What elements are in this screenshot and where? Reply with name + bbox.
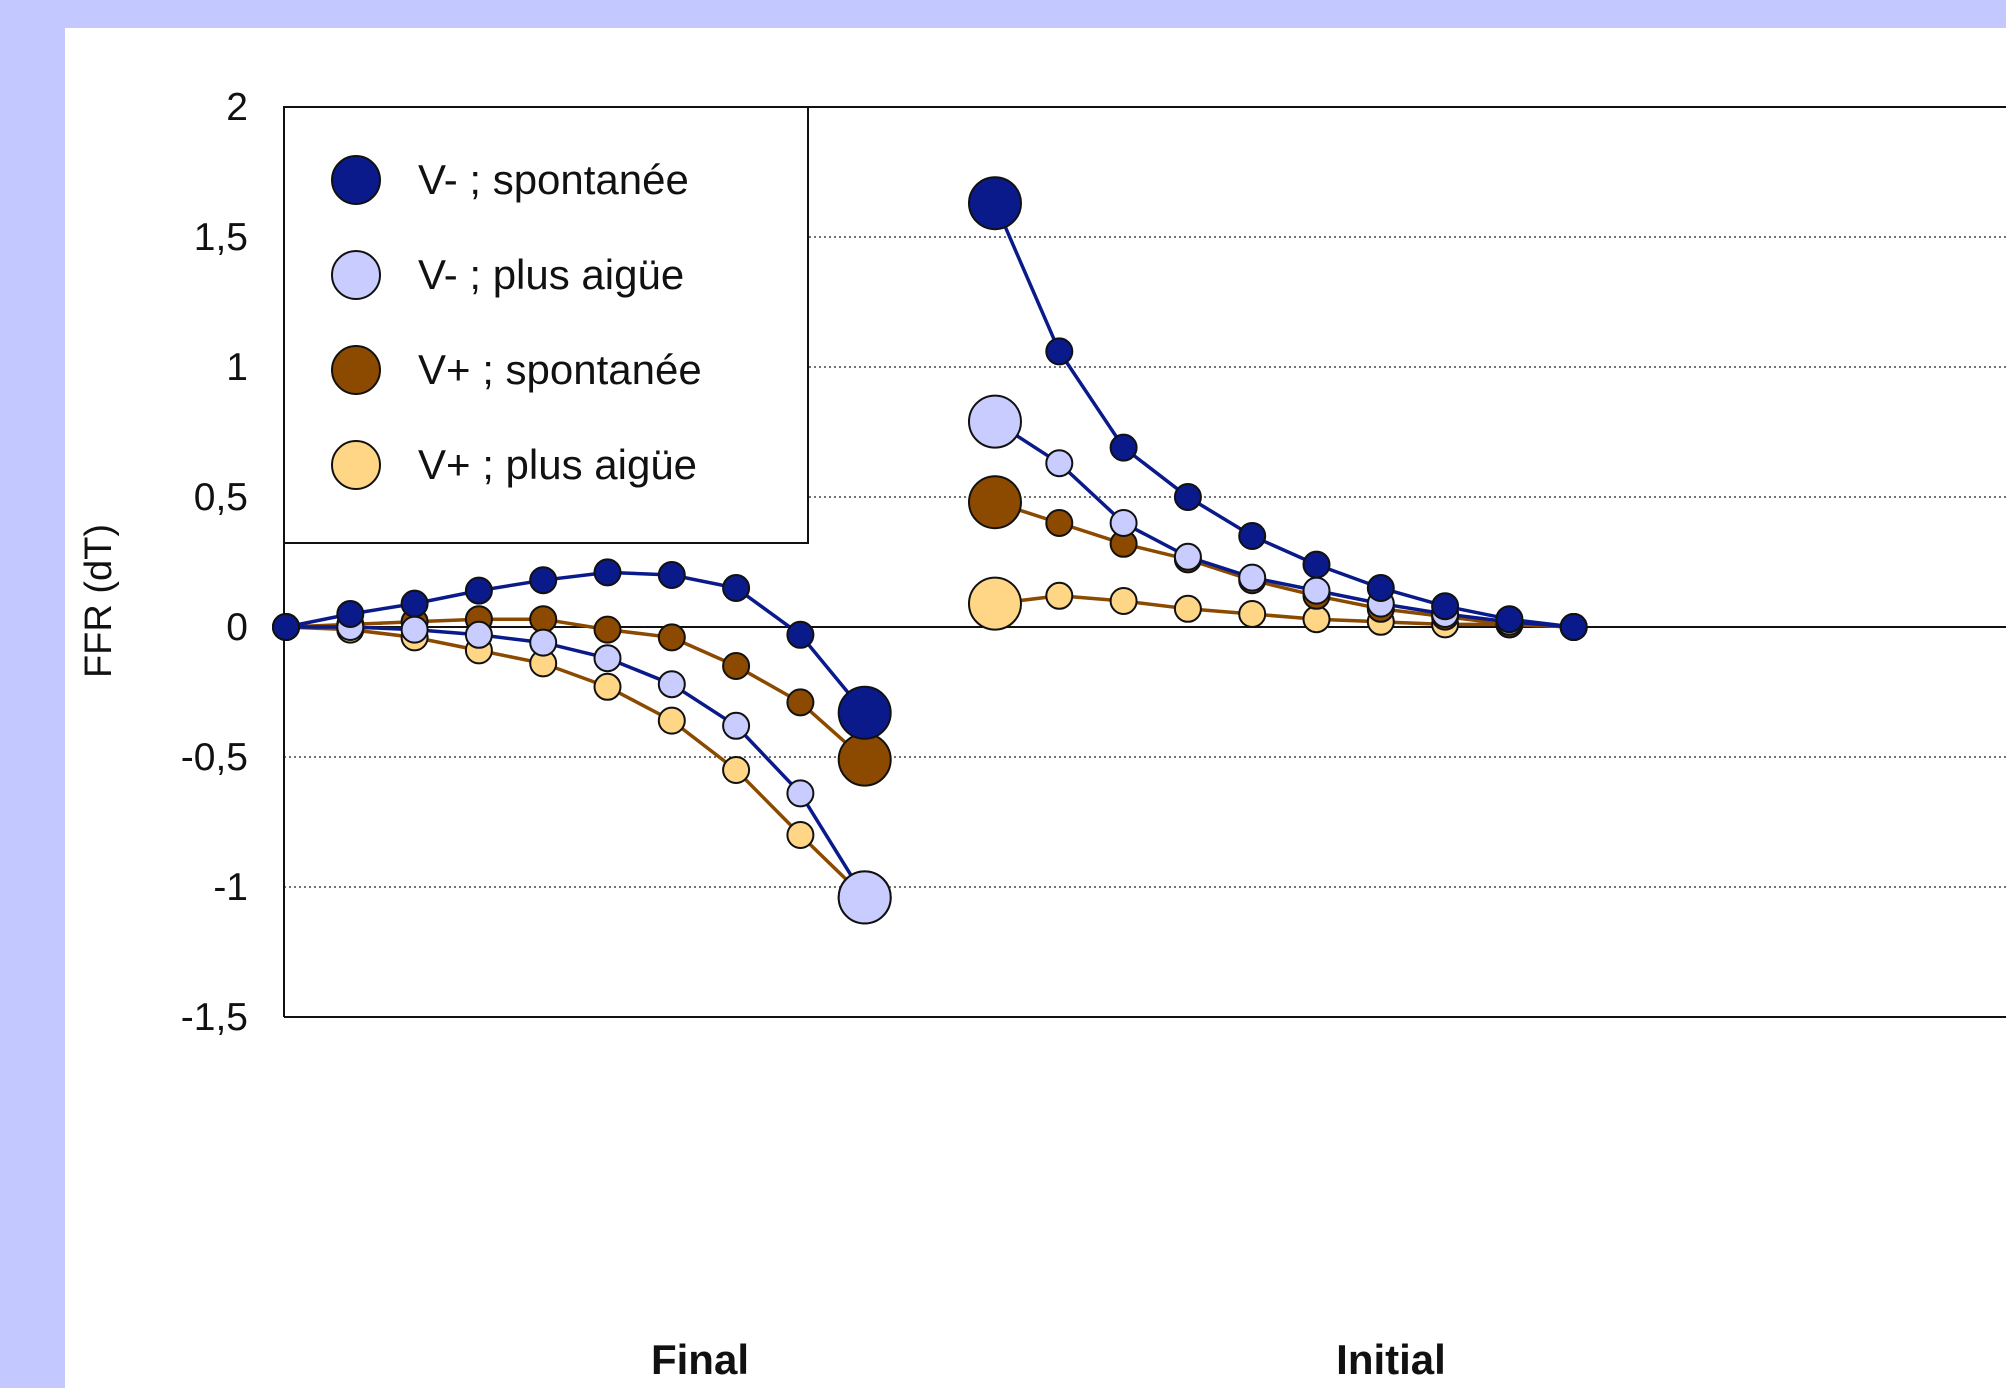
legend-marker	[331, 345, 381, 395]
legend-marker	[331, 440, 381, 490]
data-point	[1045, 581, 1074, 610]
data-point	[657, 623, 686, 652]
data-point	[722, 652, 751, 680]
data-point	[1045, 449, 1074, 478]
data-point	[400, 589, 429, 618]
series-line	[285, 625, 866, 899]
data-point	[400, 615, 429, 644]
axes-layer: 2 1,5 1 0,5 0 -0,5 -1 -1,5 FFR (dT) Final Initial	[78, 86, 2006, 1383]
data-point	[272, 613, 300, 641]
data-point	[657, 670, 686, 699]
data-point	[722, 711, 751, 740]
data-point	[1173, 594, 1202, 623]
data-point	[1238, 522, 1267, 550]
y-tick-label: 0	[226, 606, 248, 649]
category-label-final: Final	[651, 1336, 749, 1383]
data-point	[1302, 550, 1331, 579]
data-point	[968, 576, 1022, 631]
data-point	[1109, 587, 1138, 615]
data-point	[837, 685, 892, 740]
data-point	[1495, 605, 1524, 634]
y-tick-label: -1	[213, 866, 248, 909]
series-line	[994, 500, 1574, 629]
legend-marker	[331, 250, 381, 300]
data-point	[529, 566, 558, 595]
data-point	[1238, 563, 1267, 592]
data-point	[657, 561, 686, 589]
legend-label: V- ; spontanée	[418, 156, 689, 203]
series-line	[286, 625, 867, 899]
data-point	[968, 475, 1022, 530]
legend-label: V+ ; spontanée	[418, 346, 702, 393]
series-line	[285, 617, 866, 761]
data-point	[722, 574, 751, 602]
y-tick-label: -0,5	[181, 736, 248, 779]
data-point	[336, 600, 365, 628]
data-point	[593, 615, 622, 644]
legend: V- ; spontanée V- ; plus aigüe V+ ; sponta…	[283, 106, 809, 544]
y-tick-label: -1,5	[181, 996, 248, 1039]
data-point	[464, 576, 493, 605]
data-point	[1559, 613, 1588, 641]
chart-area: 2 1,5 1 0,5 0 -0,5 -1 -1,5 FFR (dT) Final Initial …	[65, 28, 2006, 1388]
data-point	[657, 706, 686, 735]
data-point	[1109, 433, 1138, 462]
data-point	[1045, 509, 1074, 537]
data-point	[1173, 542, 1202, 571]
data-point	[1366, 574, 1395, 602]
data-point	[1431, 592, 1460, 621]
data-point	[593, 672, 622, 701]
data-point	[786, 688, 815, 717]
data-point	[593, 558, 622, 587]
series-layer	[272, 176, 1588, 925]
legend-label: V- ; plus aigüe	[418, 251, 684, 298]
data-point	[1173, 483, 1202, 511]
legend-marker	[331, 155, 381, 205]
category-label-initial: Initial	[1336, 1336, 1446, 1383]
data-point	[1302, 605, 1331, 634]
data-point	[529, 605, 558, 634]
data-point	[837, 870, 892, 925]
legend-label: V+ ; plus aigüe	[418, 441, 697, 488]
data-point	[968, 176, 1022, 231]
data-point	[1045, 337, 1074, 366]
data-point	[464, 620, 493, 649]
series-line	[993, 202, 1574, 629]
data-point	[722, 756, 751, 784]
data-point	[1238, 600, 1267, 628]
y-tick-label: 2	[226, 86, 248, 129]
y-tick-label: 1	[226, 346, 248, 389]
data-point	[837, 732, 892, 787]
series-line	[285, 570, 867, 714]
data-point	[593, 644, 622, 673]
y-tick-label: 0,5	[194, 476, 248, 519]
data-point	[786, 821, 815, 849]
series-line	[994, 594, 1574, 629]
data-point	[1109, 509, 1138, 537]
data-point	[1302, 576, 1331, 605]
series-line	[994, 420, 1574, 629]
y-tick-label: 1,5	[194, 216, 248, 259]
data-point	[968, 394, 1022, 449]
y-axis-title: FFR (dT)	[78, 524, 120, 678]
data-point	[786, 620, 815, 649]
data-point	[529, 628, 558, 657]
data-point	[786, 779, 815, 808]
